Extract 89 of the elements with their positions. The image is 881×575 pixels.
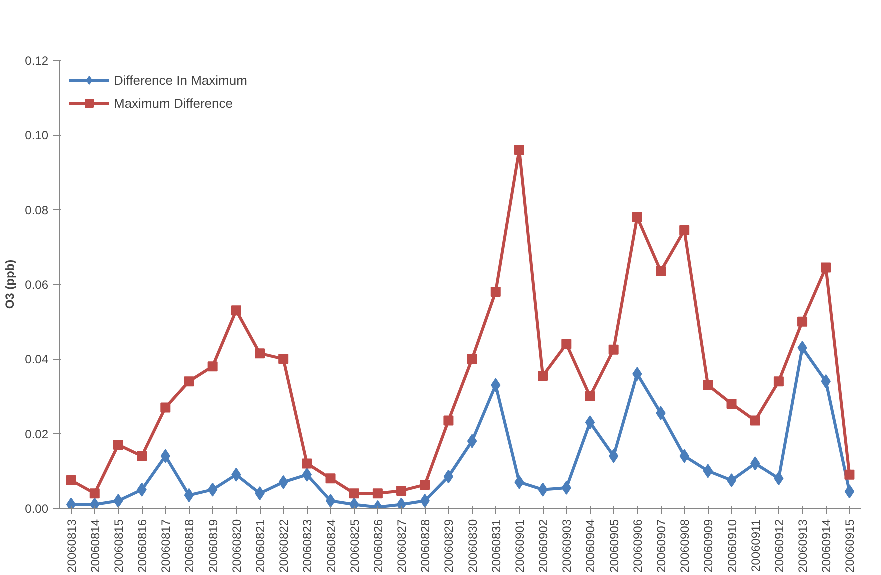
point [538, 370, 548, 381]
point [137, 451, 148, 462]
x-tick-label: 20060829 [442, 519, 456, 573]
x-tick-label: 20060816 [136, 519, 150, 573]
point [608, 344, 619, 355]
point [302, 468, 312, 482]
point [160, 402, 171, 413]
x-tick-label: 20060819 [206, 519, 220, 573]
point [703, 464, 714, 478]
point [798, 316, 808, 327]
point [726, 398, 737, 409]
x-tick-label: 20060827 [395, 519, 410, 573]
x-tick-label: 20060828 [418, 519, 433, 573]
point [349, 488, 360, 499]
point [444, 416, 454, 426]
point [396, 486, 407, 496]
x-tick-label: 20060814 [88, 519, 102, 573]
point [326, 494, 336, 508]
x-tick-label: 20060831 [489, 519, 504, 573]
x-tick-label: 20060903 [560, 519, 574, 573]
point [113, 440, 124, 450]
point [585, 416, 596, 430]
point [420, 480, 430, 490]
x-tick-label: 20060823 [300, 519, 315, 573]
point [632, 212, 642, 222]
x-tick-label: 20060821 [254, 519, 268, 573]
point [608, 449, 619, 464]
legend-label: Maximum Difference [114, 96, 233, 110]
point [844, 470, 855, 480]
x-tick-label: 20060825 [348, 519, 362, 573]
point [821, 262, 832, 273]
point [467, 354, 478, 364]
x-tick-label: 20060907 [654, 519, 668, 573]
x-tick-label: 20060815 [112, 519, 126, 573]
point [208, 482, 218, 497]
x-tick-label: 20060830 [466, 519, 480, 573]
x-tick-label: 20060909 [702, 519, 716, 573]
y-tick-label: 0.06 [25, 278, 49, 292]
point [726, 474, 737, 488]
x-tick-label: 20060910 [725, 519, 740, 573]
point [844, 484, 855, 499]
x-tick-label: 20060902 [536, 519, 551, 573]
legend-label: Difference In Maximum [114, 72, 248, 88]
point [562, 339, 572, 350]
point [231, 306, 242, 316]
point [467, 434, 478, 448]
point [444, 470, 454, 484]
y-tick-label: 0.02 [25, 427, 49, 442]
point [184, 488, 194, 502]
x-tick-label: 20060906 [630, 519, 645, 573]
x-tick-label: 20060813 [64, 519, 79, 573]
x-tick-label: 20060914 [820, 519, 834, 573]
x-tick-label: 20060901 [512, 519, 527, 573]
point [750, 416, 760, 426]
y-tick-label: 0.04 [25, 352, 49, 367]
y-tick-label: 0.12 [25, 54, 49, 68]
y-axis-title: O3 (ppb) [3, 260, 18, 310]
x-tick-label: 20060824 [324, 519, 338, 573]
point [514, 145, 524, 156]
x-tick-label: 20060818 [182, 519, 197, 573]
point [66, 476, 76, 486]
x-tick-label: 20060820 [230, 519, 244, 573]
point [90, 488, 100, 499]
point [372, 488, 383, 499]
x-tick-label: 20060911 [748, 519, 763, 572]
x-tick-label: 20060817 [159, 519, 174, 573]
point [680, 225, 690, 236]
x-tick-label: 20060915 [843, 519, 858, 573]
y-tick-label: 0.10 [25, 128, 49, 143]
x-tick-label: 20060905 [607, 519, 622, 573]
point [585, 392, 596, 402]
point [326, 474, 336, 484]
point [774, 376, 784, 387]
point [656, 266, 666, 276]
point [490, 286, 501, 297]
point [255, 348, 265, 359]
x-tick-label: 20060913 [796, 519, 810, 573]
x-tick-label: 20060908 [678, 519, 692, 573]
y-tick-label: 0.08 [25, 203, 49, 218]
y-tick-label: 0.00 [25, 502, 49, 516]
point [703, 380, 714, 390]
x-tick-label: 20060826 [371, 519, 386, 573]
x-tick-label: 20060822 [277, 519, 292, 573]
point [302, 458, 312, 469]
x-tick-label: 20060904 [584, 519, 598, 573]
point [208, 362, 218, 372]
point [184, 376, 194, 387]
point [278, 354, 289, 364]
x-tick-label: 20060912 [772, 519, 786, 573]
